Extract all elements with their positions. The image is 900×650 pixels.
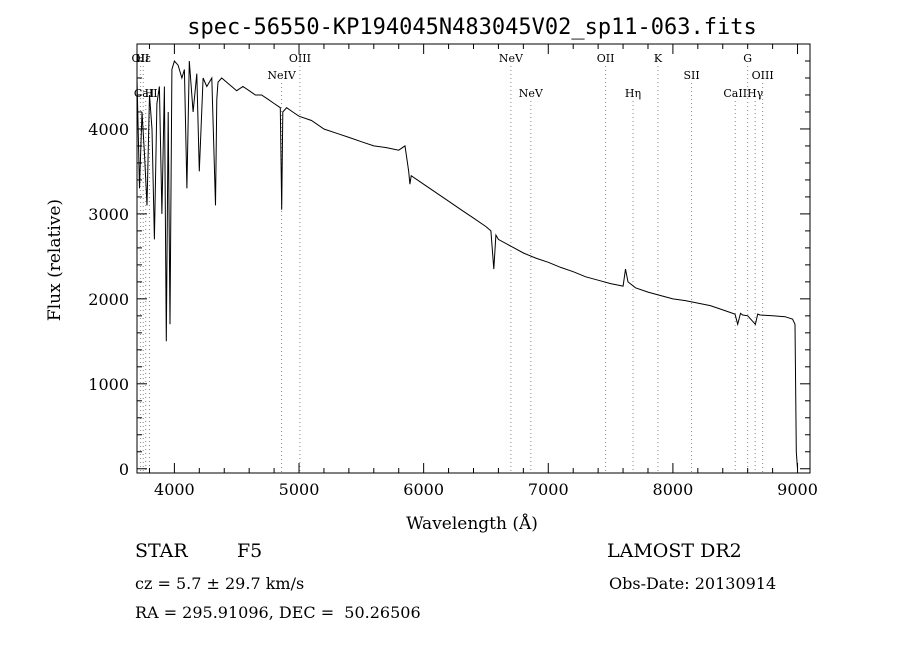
spectral-line-label: CaII (134, 87, 158, 100)
y-tick-label: 1000 (88, 375, 129, 394)
survey-name: LAMOST DR2 (607, 540, 742, 562)
y-tick-label: 2000 (88, 290, 129, 309)
y-tick-label: 0 (119, 460, 129, 479)
spectral-line-label: K (654, 52, 663, 65)
spectral-line-label: NeIV (267, 69, 296, 82)
x-tick-label: 8000 (653, 480, 694, 499)
object-class: STAR (135, 540, 188, 562)
spectral-line-label: CaII (723, 87, 747, 100)
x-tick-label: 9000 (777, 480, 818, 499)
spectral-line-label: OII (132, 52, 150, 65)
chart-title: spec-56550-KP194045N483045V02_sp11-063.f… (187, 15, 757, 40)
x-tick-label: 6000 (403, 480, 444, 499)
spectral-line-label: NeV (499, 52, 524, 65)
spectral-line-label: SII (683, 69, 699, 82)
spectrum-series-line (136, 59, 798, 469)
spectral-line-label: Hη (625, 87, 641, 100)
y-axis-label: Flux (relative) (45, 199, 65, 321)
spectral-line-label: H (145, 87, 155, 100)
spectral-line-label: Hγ (747, 87, 764, 100)
object-subclass: F5 (237, 540, 263, 562)
spectral-line-label: NeV (519, 87, 544, 100)
x-tick-label: 7000 (528, 480, 569, 499)
axis-ticks: 4000 5000 6000 7000 8000 9000 0 1000 2000 3000 400… (88, 44, 818, 499)
observation-date: Obs-Date: 20130914 (609, 574, 777, 593)
y-tick-label: 4000 (88, 120, 129, 139)
spectral-line-label: OIII (289, 52, 311, 65)
spectral-line-label: OII (597, 52, 615, 65)
spectral-line-label: OIII (752, 69, 774, 82)
plot-frame (136, 43, 811, 474)
redshift-cz: cz = 5.7 ± 29.7 km/s (135, 574, 305, 593)
x-tick-label: 5000 (279, 480, 320, 499)
x-axis-label: Wavelength (Å) (406, 513, 538, 534)
x-tick-label: 4000 (154, 480, 195, 499)
spectral-line-label: Hε (136, 52, 152, 65)
y-tick-label: 3000 (88, 205, 129, 224)
spectral-line-label: G (743, 52, 752, 65)
ra-dec: RA = 295.91096, DEC = 50.26506 (135, 603, 421, 622)
